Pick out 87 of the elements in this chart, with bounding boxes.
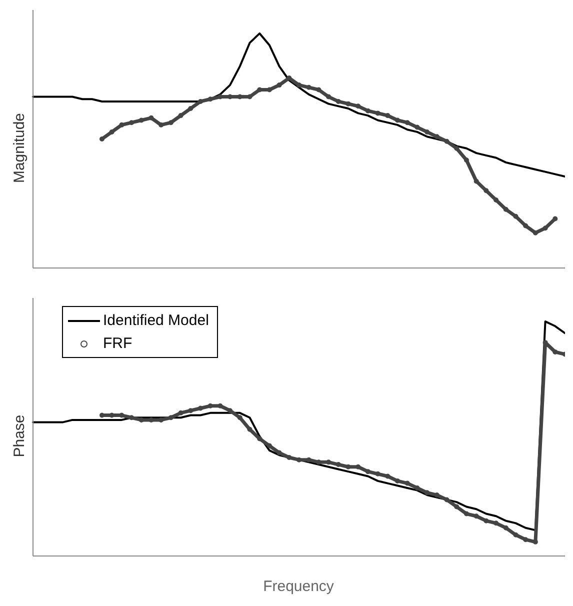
point (532, 230, 538, 236)
point (365, 469, 370, 474)
point (494, 197, 499, 202)
point (513, 532, 518, 538)
y-axis-title: Magnitude (11, 112, 28, 184)
point (336, 462, 341, 468)
y-axis-title: Phase (11, 414, 28, 458)
point (276, 450, 282, 456)
point (129, 415, 134, 420)
point (346, 101, 351, 106)
point (552, 216, 558, 222)
point (414, 124, 420, 130)
point (424, 490, 430, 496)
point (178, 113, 184, 118)
point (424, 129, 430, 134)
point (474, 178, 479, 184)
point (444, 497, 450, 502)
point (523, 537, 528, 542)
point (375, 110, 380, 116)
point (395, 478, 400, 484)
point (454, 504, 460, 510)
point (218, 403, 223, 408)
point (346, 464, 351, 470)
point (316, 460, 322, 465)
point (494, 520, 499, 526)
point (365, 108, 370, 114)
point (257, 436, 262, 442)
point (385, 474, 390, 479)
point (138, 417, 144, 422)
legend-label: FRF (103, 334, 132, 354)
point (208, 403, 213, 408)
legend-label: Identified Model (103, 311, 209, 331)
point (523, 223, 528, 228)
point (296, 457, 302, 462)
point (404, 120, 410, 126)
point (316, 87, 322, 92)
point (395, 118, 400, 123)
point (237, 415, 242, 420)
point (247, 426, 252, 432)
point (434, 134, 440, 140)
point (286, 454, 292, 460)
point (464, 158, 469, 163)
point (375, 471, 380, 476)
point (138, 118, 144, 123)
point (198, 406, 203, 411)
point (484, 518, 489, 524)
point (326, 94, 332, 100)
point (119, 122, 124, 128)
point (503, 206, 508, 212)
point (385, 113, 390, 118)
point (198, 98, 203, 104)
point (356, 464, 361, 470)
point (296, 82, 302, 88)
point (444, 138, 450, 144)
point (356, 104, 361, 109)
point (513, 214, 518, 219)
point (158, 417, 164, 422)
point (99, 136, 104, 142)
point (99, 412, 104, 418)
point (276, 82, 282, 88)
point (326, 460, 332, 465)
point (404, 480, 410, 486)
point (228, 408, 233, 414)
x-axis-title: Frequency (262, 577, 335, 597)
point (178, 410, 184, 416)
point (336, 98, 341, 104)
point (464, 511, 469, 516)
point (148, 115, 154, 120)
point (148, 417, 154, 422)
point (266, 443, 272, 448)
point (474, 514, 479, 519)
point (306, 84, 312, 90)
point (434, 492, 440, 498)
point (168, 120, 174, 126)
point (414, 485, 420, 490)
point (454, 146, 460, 151)
point (542, 226, 548, 231)
point (158, 122, 164, 128)
point (503, 525, 508, 530)
point (552, 349, 558, 354)
point (188, 408, 194, 414)
point (484, 188, 489, 194)
point (109, 129, 114, 134)
point (188, 106, 194, 112)
point (129, 120, 134, 126)
point (168, 415, 174, 420)
point (208, 96, 213, 102)
